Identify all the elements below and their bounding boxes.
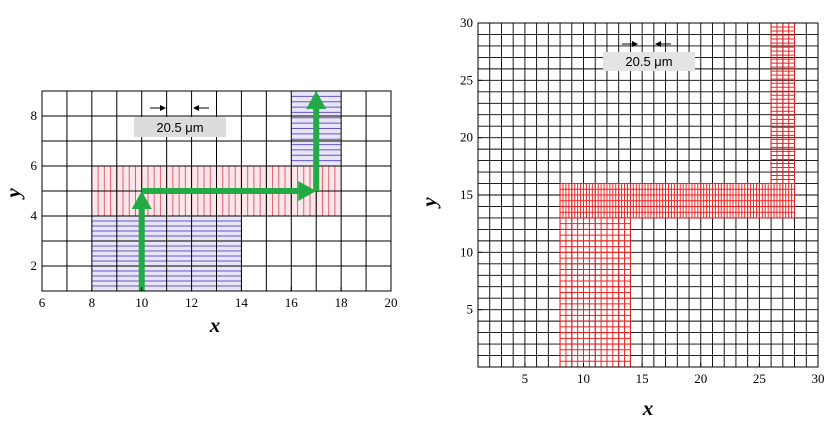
- left-grid-panel: 6 8 10 12 14 16 18 20 2 4 6 8 20.5 μm x y: [1, 90, 398, 337]
- y-tick-label: 15: [460, 187, 473, 202]
- right-grid-panel: 5 10 15 20 25 30 5 10 15 20 25 30 20.5 μm x y: [417, 15, 825, 420]
- y-tick-label: 20: [460, 130, 473, 145]
- right-scale-label: 20.5 μm: [625, 54, 672, 69]
- y-tick-label: 30: [460, 15, 473, 30]
- y-tick-label: 5: [467, 302, 474, 317]
- x-tick-label: 10: [135, 295, 148, 310]
- left-scale-bar: 20.5 μm: [134, 105, 226, 137]
- left-flow-path: [131, 91, 327, 291]
- region-horizontal-channel: [559, 183, 796, 219]
- flow-arrowhead: [298, 181, 317, 201]
- right-scale-label-box: [603, 52, 695, 71]
- left-scale-label-box: [134, 117, 226, 137]
- x-tick-label: 16: [285, 295, 299, 310]
- x-tick-label: 10: [577, 371, 590, 386]
- x-tick-label: 18: [335, 295, 348, 310]
- right-scale-arrowhead-right: [655, 41, 661, 47]
- y-tick-label: 8: [31, 108, 38, 123]
- x-tick-label: 20: [694, 371, 707, 386]
- x-tick-label: 15: [636, 371, 649, 386]
- left-x-axis-label: x: [209, 313, 221, 337]
- y-tick-label: 2: [31, 258, 38, 273]
- y-tick-label: 25: [460, 72, 473, 87]
- x-tick-label: 25: [753, 371, 766, 386]
- x-tick-label: 14: [235, 295, 249, 310]
- x-tick-label: 8: [89, 295, 96, 310]
- right-channel-regions: [559, 22, 796, 368]
- right-x-axis-label: x: [642, 396, 654, 420]
- right-ticks: 5 10 15 20 25 30 5 10 15 20 25 30: [460, 15, 825, 386]
- left-y-axis-label: y: [1, 188, 25, 201]
- right-scale-bar: 20.5 μm: [603, 41, 695, 71]
- x-tick-label: 12: [185, 295, 198, 310]
- x-tick-label: 30: [812, 371, 825, 386]
- y-tick-label: 4: [31, 208, 38, 223]
- y-tick-label: 6: [31, 158, 38, 173]
- region-upper-channel: [770, 22, 796, 185]
- right-scale-arrowhead-left: [632, 41, 638, 47]
- left-ticks: 6 8 10 12 14 16 18 20 2 4 6 8: [31, 108, 398, 310]
- left-scale-arrowhead-left: [160, 105, 166, 111]
- left-scale-label: 20.5 μm: [156, 120, 203, 135]
- left-plot-frame: [41, 90, 392, 292]
- region-lower-channel: [559, 217, 631, 368]
- y-tick-label: 10: [460, 244, 473, 259]
- x-tick-label: 20: [385, 295, 398, 310]
- x-tick-label: 6: [39, 295, 46, 310]
- flow-arrowhead: [306, 91, 327, 109]
- x-tick-label: 5: [522, 371, 529, 386]
- left-scale-arrowhead-right: [193, 105, 199, 111]
- right-y-axis-label: y: [417, 197, 441, 210]
- flow-arrowhead: [131, 191, 152, 209]
